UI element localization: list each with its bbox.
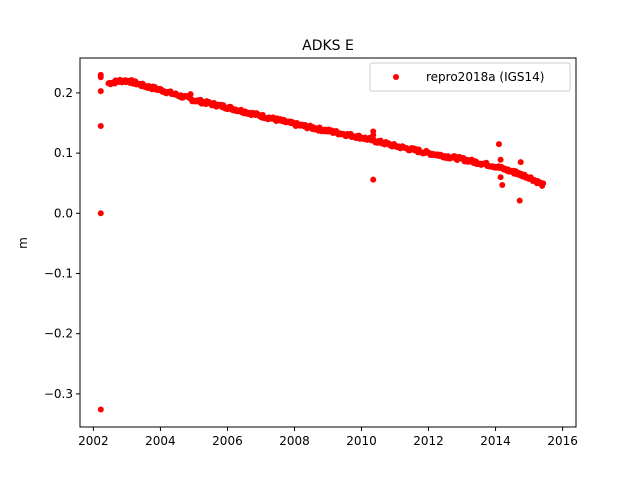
x-tick-label: 2006: [212, 434, 243, 448]
x-tick-label: 2016: [547, 434, 578, 448]
data-point: [187, 91, 194, 98]
x-tick-label: 2010: [346, 434, 377, 448]
y-tick-label: −0.2: [44, 327, 73, 341]
x-tick-label: 2008: [279, 434, 310, 448]
data-point: [97, 88, 104, 95]
legend-marker: [393, 74, 399, 80]
data-point: [517, 159, 524, 166]
data-point: [512, 168, 519, 175]
data-point: [97, 406, 104, 413]
data-point: [97, 74, 104, 81]
x-tick-label: 2002: [78, 434, 109, 448]
legend-box: [369, 62, 571, 92]
data-point: [495, 141, 502, 148]
x-tick-label: 2012: [413, 434, 444, 448]
data-point: [516, 197, 523, 204]
x-tick-label: 2014: [480, 434, 511, 448]
data-point: [97, 210, 104, 217]
data-point: [497, 174, 504, 181]
y-tick-label: 0.2: [54, 86, 73, 100]
data-point: [97, 123, 104, 130]
y-tick-label: 0.1: [54, 146, 73, 160]
chart-title: ADKS E: [302, 38, 354, 54]
data-point: [370, 132, 377, 139]
axes: 2002 2004 2006 2008 2010 2012 2014 2016 −0.3 −0.2…: [44, 57, 578, 448]
y-axis-label: m: [16, 237, 30, 249]
plot-frame: [79, 57, 577, 428]
data-points: [97, 71, 547, 413]
y-tick-label: −0.3: [44, 387, 73, 401]
y-tick-label: 0.0: [54, 206, 73, 220]
legend: repro2018a (IGS14): [369, 62, 571, 92]
data-point: [370, 176, 377, 183]
data-point: [540, 180, 547, 187]
legend-label: repro2018a (IGS14): [426, 70, 544, 84]
y-tick-label: −0.1: [44, 267, 73, 281]
x-tick-label: 2004: [145, 434, 176, 448]
data-point: [497, 156, 504, 163]
data-point: [499, 182, 506, 189]
